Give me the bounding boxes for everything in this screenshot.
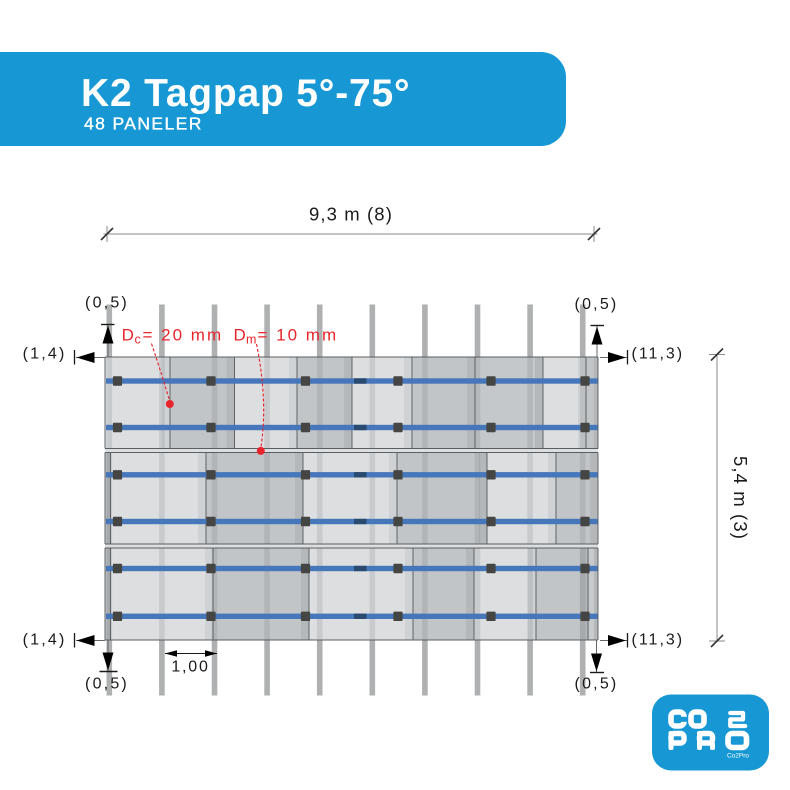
svg-text:= 10 mm: = 10 mm (258, 326, 339, 345)
svg-text:9,3 m (8): 9,3 m (8) (309, 204, 393, 225)
svg-text:D: D (122, 326, 134, 345)
svg-text:Co2Pro: Co2Pro (727, 753, 749, 760)
svg-text:= 20 mm: = 20 mm (143, 326, 224, 345)
svg-text:48 PANELER: 48 PANELER (84, 114, 203, 134)
svg-text:m: m (246, 333, 256, 347)
svg-text:(1,4): (1,4) (23, 346, 67, 363)
svg-text:D: D (234, 326, 246, 345)
svg-text:1,00: 1,00 (171, 659, 209, 676)
svg-text:5,4 m (3): 5,4 m (3) (730, 456, 751, 540)
svg-text:c: c (135, 333, 141, 347)
svg-text:(0,5): (0,5) (85, 676, 129, 693)
svg-text:(11,3): (11,3) (632, 632, 685, 649)
svg-text:K2 Tagpap 5°-75°: K2 Tagpap 5°-75° (81, 72, 410, 115)
svg-text:(1,4): (1,4) (23, 632, 67, 649)
svg-text:(11,3): (11,3) (632, 346, 685, 363)
svg-text:(0,5): (0,5) (575, 676, 619, 693)
svg-text:(0,5): (0,5) (85, 295, 129, 312)
svg-text:(0,5): (0,5) (575, 296, 619, 313)
